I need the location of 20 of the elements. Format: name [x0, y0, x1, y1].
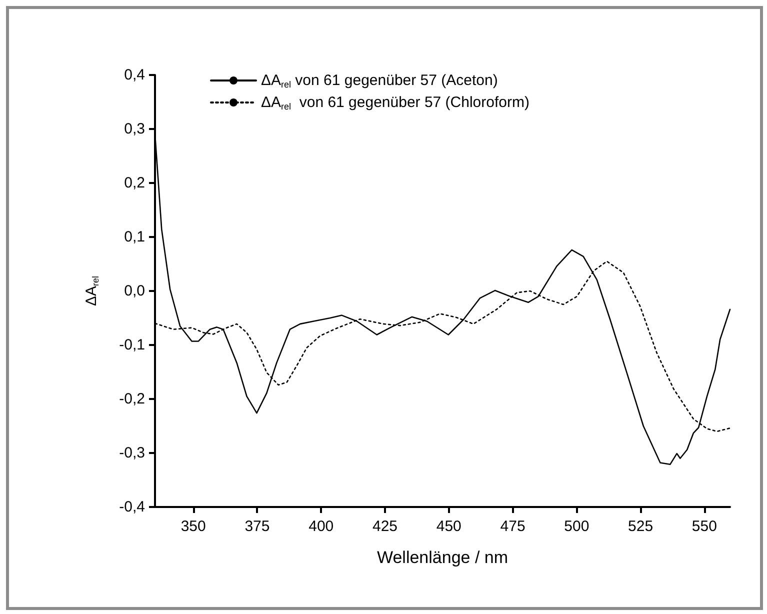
x-tick-label: 375 [244, 518, 270, 535]
x-tick-label: 500 [564, 518, 590, 535]
y-tick-label: -0,1 [119, 336, 145, 354]
x-tick-label: 425 [372, 518, 398, 535]
y-tick-label: 0,1 [124, 228, 145, 246]
y-tick-label: 0,2 [124, 174, 145, 192]
x-tick-label: 400 [308, 518, 334, 535]
y-tick-label: 0,0 [124, 282, 145, 300]
y-axis-title: ΔArel [83, 276, 100, 306]
x-tick-label: 525 [628, 518, 654, 535]
x-tick-label: 475 [500, 518, 526, 535]
y-tick-label: -0,4 [119, 498, 145, 516]
y-tick-label: -0,2 [119, 390, 145, 408]
y-tick-label: -0,3 [119, 444, 145, 462]
x-tick-label: 450 [436, 518, 462, 535]
x-tick-label: 350 [180, 518, 206, 535]
x-tick-label: 550 [692, 518, 717, 535]
y-tick-label: 0,4 [124, 66, 145, 84]
y-tick-label: 0,3 [124, 120, 145, 138]
x-axis-title: Wellenlänge / nm [376, 548, 508, 567]
